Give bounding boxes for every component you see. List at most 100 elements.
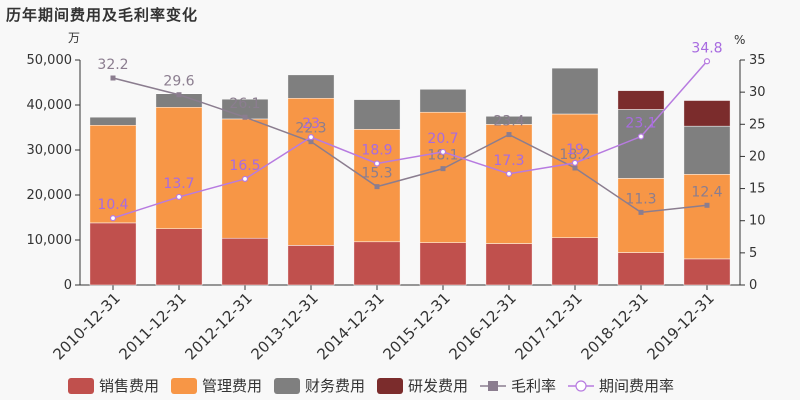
bar-segment: [683, 125, 731, 175]
line-point: [109, 215, 117, 222]
line-point: [506, 132, 512, 138]
data-label: 12.4: [691, 184, 722, 200]
legend-label: 销售费用: [99, 377, 159, 395]
legend-label: 期间费用率: [599, 377, 674, 395]
x-tick-label: 2013-12-31: [247, 289, 321, 363]
bar-segment: [617, 90, 665, 110]
data-label: 23: [302, 116, 320, 132]
y-left-unit: 万: [68, 31, 80, 45]
x-tick-label: 2017-12-31: [511, 289, 585, 363]
line-point: [176, 92, 182, 98]
data-label: 26.1: [229, 96, 260, 112]
line-point: [110, 75, 116, 81]
x-tick-label: 2015-12-31: [379, 289, 453, 363]
legend-swatch: [68, 378, 94, 394]
x-tick-label: 2014-12-31: [313, 289, 387, 363]
legend-label: 研发费用: [408, 377, 468, 395]
bar-segment: [683, 258, 731, 286]
line-point: [308, 139, 314, 145]
y-left-tick-label: 10,000: [27, 233, 73, 248]
bar-segment: [551, 67, 599, 115]
bar-segment: [683, 100, 731, 127]
bar-segment: [89, 222, 137, 286]
legend-swatch: [377, 378, 403, 394]
line-point: [373, 160, 381, 167]
data-label: 18.1: [427, 148, 458, 164]
bar-segment: [419, 242, 467, 286]
bar-segment: [221, 237, 269, 286]
bar-segment: [155, 107, 203, 229]
x-tick-label: 2012-12-31: [181, 289, 255, 363]
legend-label: 管理费用: [202, 377, 262, 395]
line-point: [439, 148, 447, 156]
bar-segment: [287, 245, 335, 286]
data-label: 23.4: [493, 114, 524, 130]
line-point: [572, 165, 578, 171]
x-tick-label: 2019-12-31: [643, 289, 717, 363]
data-label: 19: [566, 142, 584, 158]
line-point: [241, 175, 249, 183]
bar-segment: [419, 89, 467, 113]
line-point: [242, 114, 248, 120]
y-right-tick-label: 5: [749, 246, 757, 261]
x-tick-label: 2018-12-31: [577, 289, 651, 363]
y-left-tick-label: 0: [64, 278, 72, 293]
data-label: 15.3: [361, 166, 392, 182]
chart-title: 历年期间费用及毛利率变化: [6, 6, 199, 24]
bar-segment: [353, 241, 401, 286]
legend-marker: [488, 381, 498, 391]
series-line: [112, 77, 708, 214]
y-left-tick-label: 30,000: [27, 143, 73, 158]
legend-swatch: [171, 378, 197, 394]
bar-segment: [485, 243, 533, 286]
bar-segment: [617, 109, 665, 179]
data-label: 29.6: [163, 74, 194, 90]
legend-marker: [575, 380, 587, 392]
bar-segment: [551, 113, 599, 238]
bar-segment: [287, 74, 335, 99]
series-line: [112, 60, 708, 219]
line-point: [175, 193, 183, 201]
x-tick-label: 2011-12-31: [115, 289, 189, 363]
line-point: [440, 166, 446, 172]
line-point: [637, 133, 645, 140]
bar-segment: [353, 99, 401, 130]
bar-segment: [683, 174, 731, 260]
bar-segment: [551, 237, 599, 286]
y-right-tick-label: 10: [749, 214, 766, 229]
bar-segment: [419, 111, 467, 243]
y-left-tick-label: 40,000: [27, 98, 73, 113]
legend-swatch: [274, 378, 300, 394]
data-label: 32.2: [97, 57, 128, 73]
line-point: [374, 184, 380, 190]
line-point: [571, 159, 579, 166]
x-tick-label: 2016-12-31: [445, 289, 519, 363]
line-point: [703, 58, 711, 65]
y-right-tick-label: 25: [749, 117, 766, 132]
data-label: 10.4: [97, 197, 128, 213]
bar-segment: [617, 252, 665, 286]
data-label: 13.7: [163, 176, 194, 192]
bar-segment: [89, 116, 137, 126]
data-label: 17.3: [493, 153, 524, 169]
y-right-tick-label: 30: [749, 85, 766, 100]
line-point: [704, 202, 710, 208]
bar-segment: [617, 178, 665, 253]
bar-segment: [287, 98, 335, 246]
y-left-tick-label: 50,000: [27, 53, 73, 68]
y-right-tick-label: 0: [749, 278, 757, 293]
data-label: 22.3: [295, 121, 326, 137]
x-tick-label: 2010-12-31: [49, 289, 123, 363]
data-label: 16.5: [229, 158, 260, 174]
bar-segment: [485, 116, 533, 125]
line-point: [307, 134, 315, 141]
data-label: 23.1: [625, 116, 656, 132]
y-right-tick-label: 20: [749, 149, 766, 164]
legend-label: 财务费用: [305, 377, 365, 395]
y-left-tick-label: 20,000: [27, 188, 73, 203]
data-label: 20.7: [427, 131, 458, 147]
bar-segment: [485, 124, 533, 244]
y-right-unit: %: [734, 33, 745, 47]
bar-segment: [155, 228, 203, 286]
y-right-tick-label: 15: [749, 182, 766, 197]
